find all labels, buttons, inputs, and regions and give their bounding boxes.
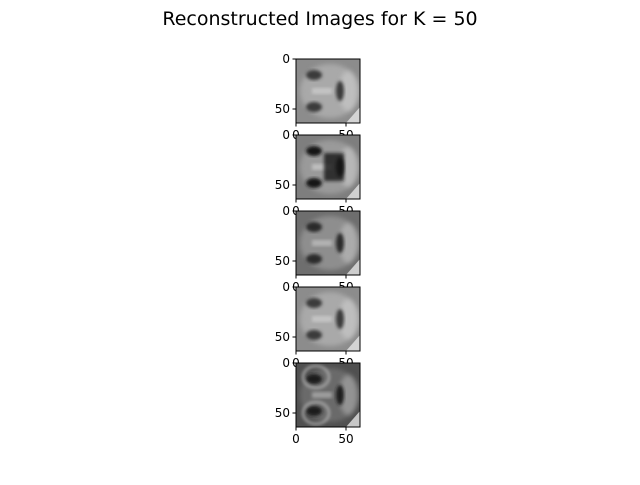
y-tick-label: 50 [275,178,290,192]
axes-frame [295,134,361,200]
y-tick-label: 0 [282,356,290,370]
y-tick-label: 50 [275,254,290,268]
y-tick-label: 50 [275,102,290,116]
y-tick-label: 50 [275,330,290,344]
y-tick-label: 0 [282,280,290,294]
chart-title: Reconstructed Images for K = 50 [162,8,478,30]
face-image [296,363,360,427]
x-tick-label: 50 [338,432,353,446]
x-tick-label: 0 [292,432,300,446]
y-tick-label: 0 [282,52,290,66]
face-image [296,211,360,275]
y-tick-label: 50 [275,406,290,420]
y-tick-label: 0 [282,204,290,218]
y-tick-label: 0 [282,128,290,142]
face-image [296,287,360,351]
axes-frame [295,58,361,124]
axes-frame [295,362,361,428]
face-image [296,135,360,199]
face-image [296,59,360,123]
axes-frame [295,286,361,352]
axes-frame [295,210,361,276]
